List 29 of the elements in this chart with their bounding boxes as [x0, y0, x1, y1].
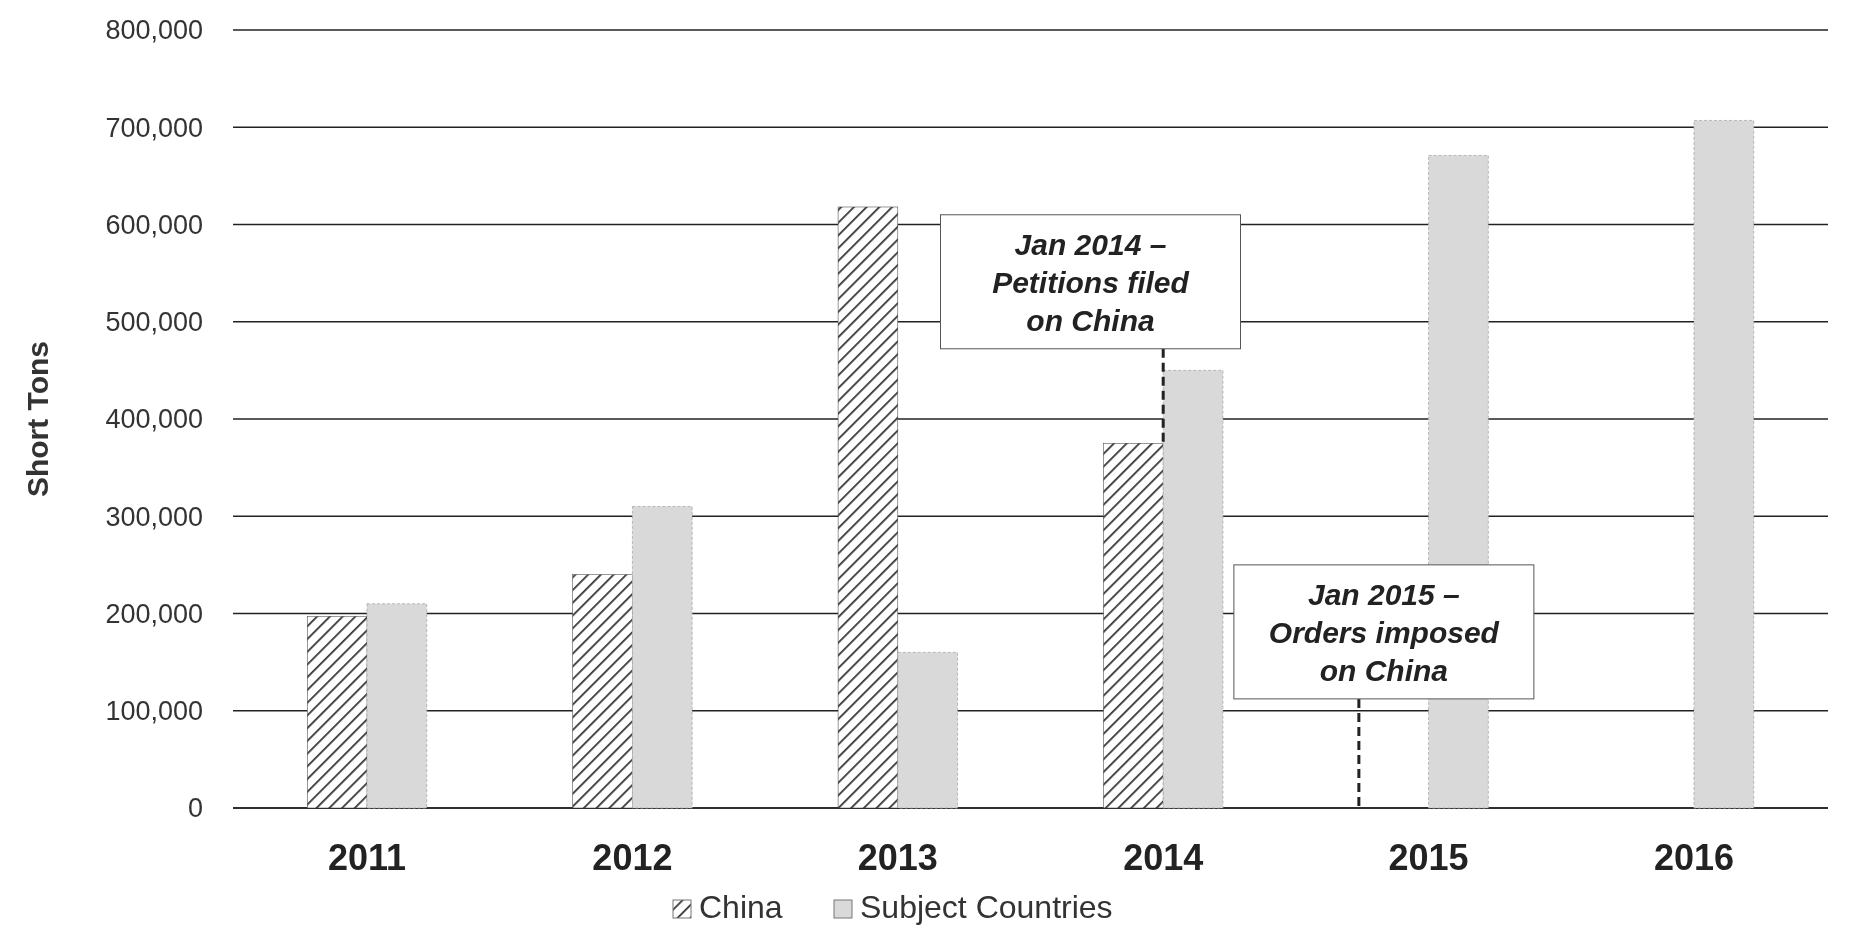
bar	[897, 652, 958, 809]
y-tick-label: 0	[187, 793, 203, 824]
bar	[1693, 120, 1755, 809]
bar	[632, 506, 693, 809]
y-tick-label: 100,000	[105, 696, 203, 727]
bar	[837, 206, 899, 809]
legend-label: China	[699, 889, 783, 925]
y-tick-label: 500,000	[105, 307, 203, 338]
bar	[366, 603, 428, 809]
legend-label: Subject Countries	[860, 889, 1113, 925]
x-tick-label: 2016	[1653, 837, 1735, 878]
bar	[1162, 369, 1224, 809]
x-tick-label: 2013	[857, 837, 938, 878]
bar	[1103, 443, 1164, 809]
bar	[307, 616, 368, 809]
x-tick-label: 2012	[592, 837, 673, 878]
annotation: Jan 2015 – Orders imposed on China	[1268, 577, 1500, 687]
y-axis-title: Short Tons	[21, 340, 54, 498]
y-tick-label: 200,000	[105, 598, 203, 629]
x-tick-label: 2015	[1388, 837, 1469, 878]
bar	[572, 574, 633, 809]
y-tick-label: 300,000	[105, 501, 203, 532]
y-tick-label: 700,000	[105, 112, 203, 143]
annotation: Jan 2014 – Petitions filed on China	[992, 227, 1190, 337]
x-tick-label: 2011	[327, 837, 407, 878]
y-tick-label: 600,000	[105, 209, 203, 240]
y-tick-label: 400,000	[105, 404, 203, 435]
y-tick-label: 800,000	[105, 15, 203, 46]
x-tick-label: 2014	[1123, 837, 1204, 878]
